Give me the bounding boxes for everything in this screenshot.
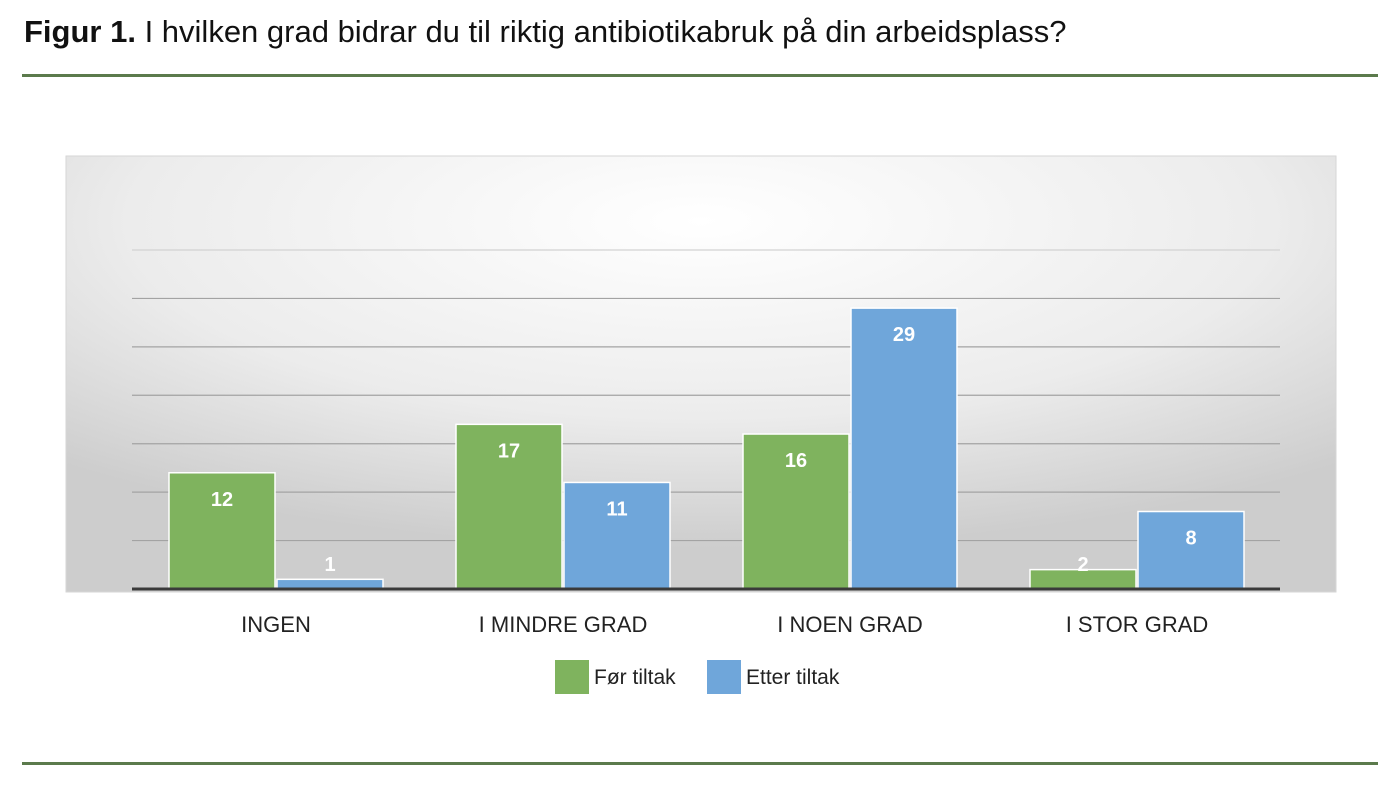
bar — [563, 481, 671, 590]
legend-swatch — [555, 660, 589, 694]
plot-area — [65, 155, 1337, 593]
bars — [168, 307, 1245, 590]
bar — [1137, 510, 1245, 590]
category-label: I NOEN GRAD — [777, 612, 922, 637]
data-label: 16 — [785, 450, 807, 472]
bar — [455, 423, 563, 590]
category-label: I MINDRE GRAD — [479, 612, 648, 637]
category-label: INGEN — [241, 612, 311, 637]
data-label: 8 — [1185, 528, 1196, 550]
data-label: 1 — [324, 554, 335, 576]
category-label: I STOR GRAD — [1066, 612, 1209, 637]
category-labels: INGEN I MINDRE GRAD I NOEN GRAD I STOR GRAD — [241, 612, 1208, 637]
legend-label: Før tiltak — [594, 666, 676, 689]
top-divider — [22, 74, 1378, 77]
data-label: 17 — [498, 440, 520, 462]
data-labels: 12 1 17 11 16 29 2 8 — [211, 324, 1197, 576]
data-label: 2 — [1077, 554, 1088, 576]
data-label: 29 — [893, 324, 915, 346]
bottom-divider — [22, 762, 1378, 765]
data-label: 11 — [606, 498, 627, 520]
legend-swatch — [707, 660, 741, 694]
legend: Før tiltak Etter tiltak — [555, 660, 840, 694]
gridlines — [132, 249, 1280, 542]
figure-title-text: I hvilken grad bidrar du til riktig anti… — [144, 14, 1067, 49]
bar — [850, 307, 958, 590]
figure-title: Figur 1. I hvilken grad bidrar du til ri… — [24, 14, 1066, 50]
figure-label: Figur 1. — [24, 14, 136, 49]
data-label: 12 — [211, 489, 233, 511]
legend-label: Etter tiltak — [746, 666, 840, 689]
